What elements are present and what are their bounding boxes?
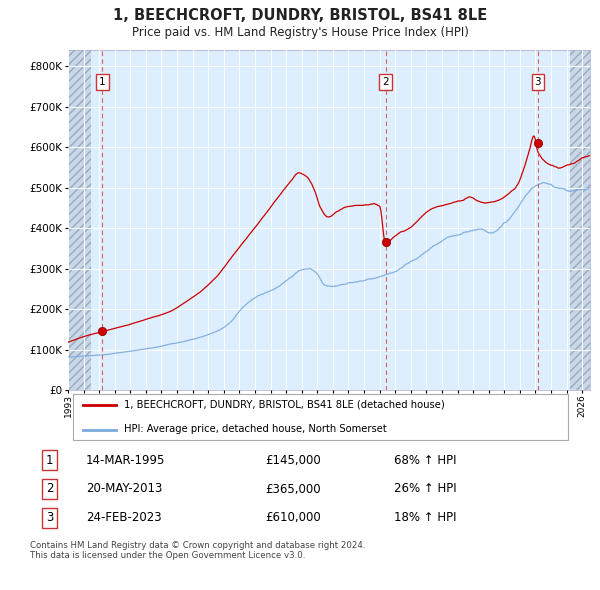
Text: 3: 3 [535, 77, 541, 87]
Text: 26% ↑ HPI: 26% ↑ HPI [394, 483, 457, 496]
Text: £145,000: £145,000 [265, 454, 321, 467]
Text: 68% ↑ HPI: 68% ↑ HPI [394, 454, 457, 467]
Text: 2: 2 [382, 77, 389, 87]
Text: 3: 3 [46, 512, 53, 525]
Text: £365,000: £365,000 [265, 483, 321, 496]
Text: 1, BEECHCROFT, DUNDRY, BRISTOL, BS41 8LE: 1, BEECHCROFT, DUNDRY, BRISTOL, BS41 8LE [113, 8, 487, 23]
Text: Contains HM Land Registry data © Crown copyright and database right 2024.
This d: Contains HM Land Registry data © Crown c… [30, 540, 365, 560]
Text: 2: 2 [46, 483, 53, 496]
Text: 24-FEB-2023: 24-FEB-2023 [86, 512, 161, 525]
Text: 1: 1 [46, 454, 53, 467]
Text: HPI: Average price, detached house, North Somerset: HPI: Average price, detached house, Nort… [124, 424, 387, 434]
Text: 14-MAR-1995: 14-MAR-1995 [86, 454, 166, 467]
Text: 18% ↑ HPI: 18% ↑ HPI [394, 512, 457, 525]
Text: £610,000: £610,000 [265, 512, 321, 525]
Text: 1, BEECHCROFT, DUNDRY, BRISTOL, BS41 8LE (detached house): 1, BEECHCROFT, DUNDRY, BRISTOL, BS41 8LE… [124, 399, 445, 409]
Text: 20-MAY-2013: 20-MAY-2013 [86, 483, 163, 496]
Bar [570, 50, 590, 390]
Text: Price paid vs. HM Land Registry's House Price Index (HPI): Price paid vs. HM Land Registry's House … [131, 26, 469, 39]
Text: 1: 1 [99, 77, 106, 87]
FancyBboxPatch shape [73, 394, 568, 440]
Bar [68, 50, 91, 390]
